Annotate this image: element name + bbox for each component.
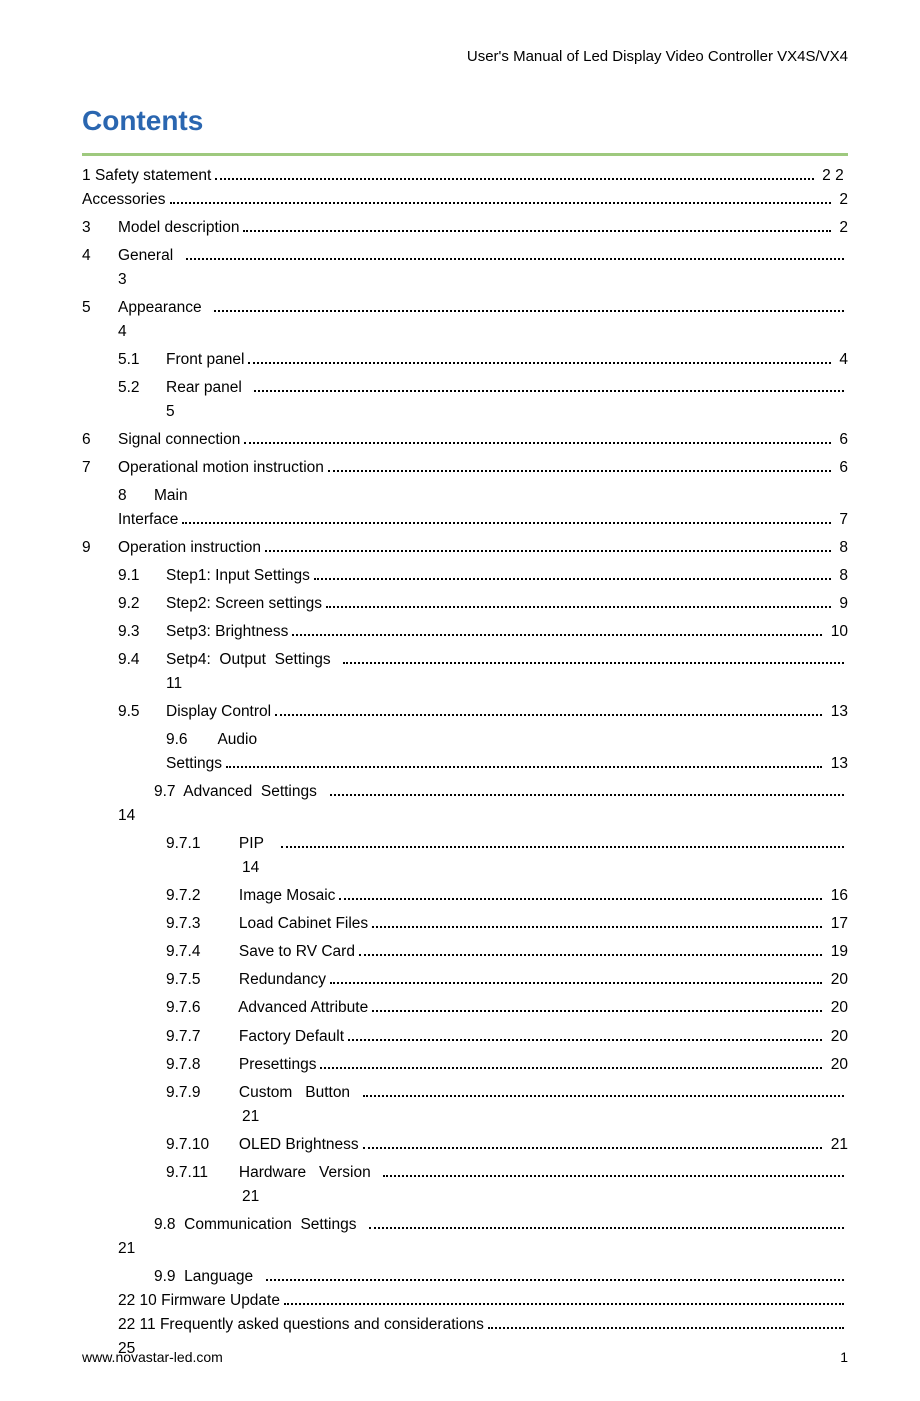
leader-dots [266, 1267, 844, 1281]
leader-dots [488, 1315, 844, 1329]
toc-entry: 9.8 Communication Settings 21 [82, 1213, 848, 1261]
toc-entry: 6Signal connection 6 [82, 428, 848, 452]
toc-entry: Settings 13 [82, 752, 848, 776]
leader-dots [328, 458, 831, 472]
contents-title: Contents [82, 105, 848, 137]
footer-page-number: 1 [840, 1349, 848, 1365]
toc-entry: 9.7.10 OLED Brightness 21 [82, 1133, 848, 1157]
toc-entry: 5Appearance 4 [82, 296, 848, 344]
toc-entry: 9.5Display Control 13 [82, 700, 848, 724]
leader-dots [226, 754, 822, 768]
leader-dots [326, 594, 831, 608]
leader-dots [330, 971, 822, 985]
toc-entry: 9.7.11 Hardware Version 21 [82, 1161, 848, 1209]
toc-entry: 5.2Rear panel 5 [82, 376, 848, 424]
table-of-contents: 1 Safety statement 2 2 Accessories 2 3Mo… [82, 164, 848, 1361]
leader-dots [243, 218, 831, 232]
leader-dots [330, 782, 845, 796]
toc-entry: 9.4Setp4: Output Settings 11 [82, 648, 848, 696]
leader-dots [186, 246, 844, 260]
toc-entry: 8Main [82, 484, 848, 508]
toc-entry: 5.1Front panel 4 [82, 348, 848, 372]
toc-entry: 9.7 Advanced Settings 14 [82, 780, 848, 828]
toc-entry: 9.7.9 Custom Button 21 [82, 1081, 848, 1129]
leader-dots [320, 1055, 822, 1069]
toc-entry: Interface 7 [82, 508, 848, 532]
running-header: User's Manual of Led Display Video Contr… [82, 48, 848, 65]
toc-entry: 9.7.8 Presettings 20 [82, 1053, 848, 1077]
accent-rule [82, 153, 848, 156]
toc-entry: 4General 3 [82, 244, 848, 292]
leader-dots [348, 1027, 822, 1041]
toc-entry: 9.7.3 Load Cabinet Files 17 [82, 912, 848, 936]
leader-dots [372, 999, 822, 1013]
leader-dots [248, 350, 831, 364]
leader-dots [339, 886, 822, 900]
leader-dots [363, 1083, 844, 1097]
page-footer: www.novastar-led.com 1 [82, 1349, 848, 1365]
leader-dots [281, 834, 844, 848]
toc-entry: 1 Safety statement 2 2 [82, 164, 848, 188]
leader-dots [363, 1135, 823, 1149]
toc-entry: 22 10 Firmware Update [82, 1289, 848, 1313]
leader-dots [214, 298, 844, 312]
toc-entry: 9.7.6 Advanced Attribute 20 [82, 996, 848, 1020]
toc-entry: 9.7.4 Save to RV Card 19 [82, 940, 848, 964]
toc-entry: 9.6 Audio [82, 728, 848, 752]
leader-dots [182, 510, 831, 524]
footer-url: www.novastar-led.com [82, 1349, 223, 1365]
leader-dots [244, 430, 831, 444]
leader-dots [215, 166, 814, 180]
toc-entry: Accessories 2 [82, 188, 848, 212]
leader-dots [284, 1291, 844, 1305]
toc-entry: 9.9 Language [82, 1265, 848, 1289]
leader-dots [383, 1163, 844, 1177]
toc-entry: 3Model description 2 [82, 216, 848, 240]
leader-dots [314, 566, 831, 580]
leader-dots [254, 378, 844, 392]
leader-dots [170, 190, 832, 204]
toc-entry: 7Operational motion instruction 6 [82, 456, 848, 480]
leader-dots [372, 915, 822, 929]
leader-dots [369, 1215, 844, 1229]
leader-dots [265, 538, 831, 552]
toc-entry: 9.7.1 PIP 14 [82, 832, 848, 880]
toc-entry: 9.2Step2: Screen settings 9 [82, 592, 848, 616]
toc-entry: 9.1Step1: Input Settings 8 [82, 564, 848, 588]
toc-entry: 9Operation instruction 8 [82, 536, 848, 560]
toc-entry: 9.3Setp3: Brightness 10 [82, 620, 848, 644]
toc-entry: 9.7.2 Image Mosaic 16 [82, 884, 848, 908]
page: User's Manual of Led Display Video Contr… [0, 0, 920, 1401]
toc-entry: 9.7.5 Redundancy 20 [82, 968, 848, 992]
leader-dots [343, 650, 844, 664]
leader-dots [292, 622, 822, 636]
toc-entry: 9.7.7 Factory Default 20 [82, 1025, 848, 1049]
leader-dots [359, 943, 822, 957]
leader-dots [275, 702, 822, 716]
